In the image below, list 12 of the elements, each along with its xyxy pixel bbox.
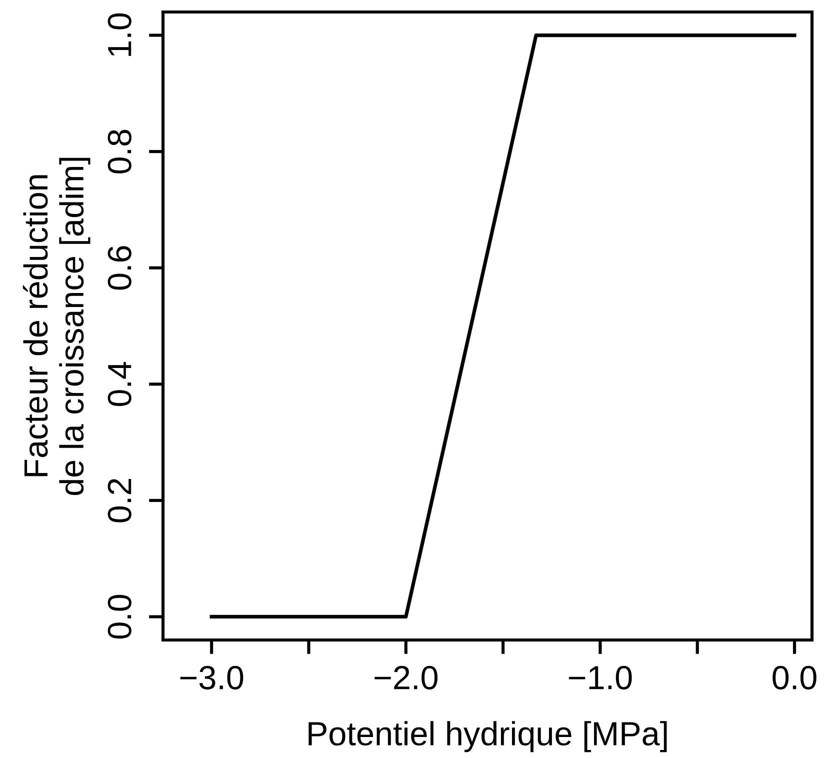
y-tick-label: 0.8 <box>108 130 132 174</box>
x-tick-label: −1.0 <box>568 666 632 690</box>
y-tick-label: 0.0 <box>108 594 132 639</box>
x-axis-title: Potentiel hydrique [MPa] <box>308 721 667 752</box>
y-axis-title: Facteur de réduction de la croissance [adim] <box>22 158 90 496</box>
x-tick-label: 0.0 <box>772 666 816 690</box>
y-tick-label: 0.4 <box>108 362 132 406</box>
y-tick-label: 1.0 <box>108 13 132 56</box>
y-tick-label: 0.6 <box>108 246 132 290</box>
x-tick-label: −2.0 <box>374 666 438 690</box>
x-tick-label: −3.0 <box>180 666 244 690</box>
y-tick-label: 0.2 <box>108 478 132 522</box>
